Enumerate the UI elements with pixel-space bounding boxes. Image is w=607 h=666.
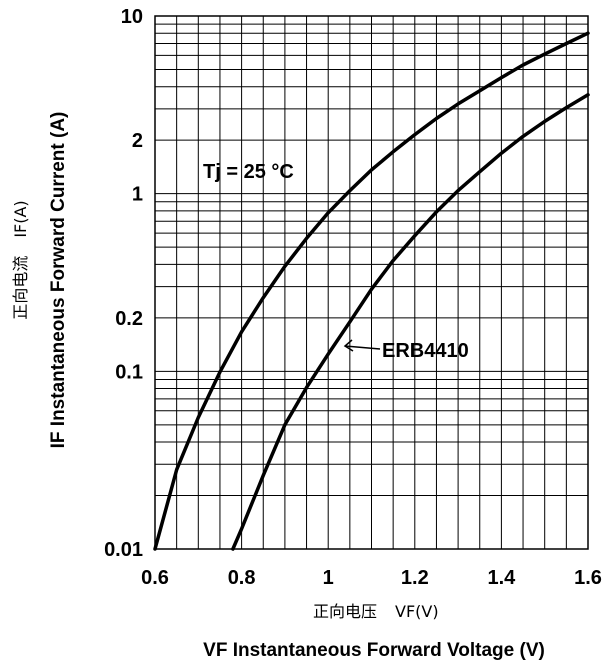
y-tick-label: 0.01 xyxy=(104,539,143,561)
x-tick-labels: 0.6 0.8 1 1.2 1.4 1.6 xyxy=(141,567,602,589)
series-curve-2 xyxy=(231,93,590,551)
series-label-arrowhead xyxy=(343,339,354,352)
y-tick-label: 10 xyxy=(121,6,143,28)
y-axis-title: IF Instantaneous Forward Current (A) xyxy=(48,112,69,449)
x-tick-label: 1.6 xyxy=(574,567,602,589)
x-tick-label: 1.4 xyxy=(487,567,516,589)
series-curve-1 xyxy=(153,31,590,551)
y-tick-label: 0.1 xyxy=(115,361,143,383)
temperature-annotation: Tj = 25 °C xyxy=(203,161,294,183)
y-axis-title-cn: 正向电流IF(A) xyxy=(11,200,30,319)
series-label-erb4410: ERB4410 xyxy=(382,340,469,362)
curves xyxy=(153,31,590,551)
x-tick-label: 0.8 xyxy=(228,567,256,589)
x-tick-label: 0.6 xyxy=(141,567,169,589)
series-label-leader xyxy=(344,345,381,350)
x-tick-label: 1.2 xyxy=(401,567,429,589)
y-tick-label: 1 xyxy=(132,184,143,206)
y-tick-label: 0.2 xyxy=(115,308,143,330)
y-tick-labels: 10 2 1 0.2 0.1 0.01 xyxy=(104,6,143,561)
plot-frame xyxy=(154,15,589,550)
x-tick-label: 1 xyxy=(323,567,334,589)
grid xyxy=(155,16,588,549)
x-axis-title: VF Instantaneous Forward Voltage (V) xyxy=(203,640,545,661)
x-axis-title-cn: 正向电压 VF(V) xyxy=(313,602,439,621)
y-tick-label: 2 xyxy=(132,130,143,152)
